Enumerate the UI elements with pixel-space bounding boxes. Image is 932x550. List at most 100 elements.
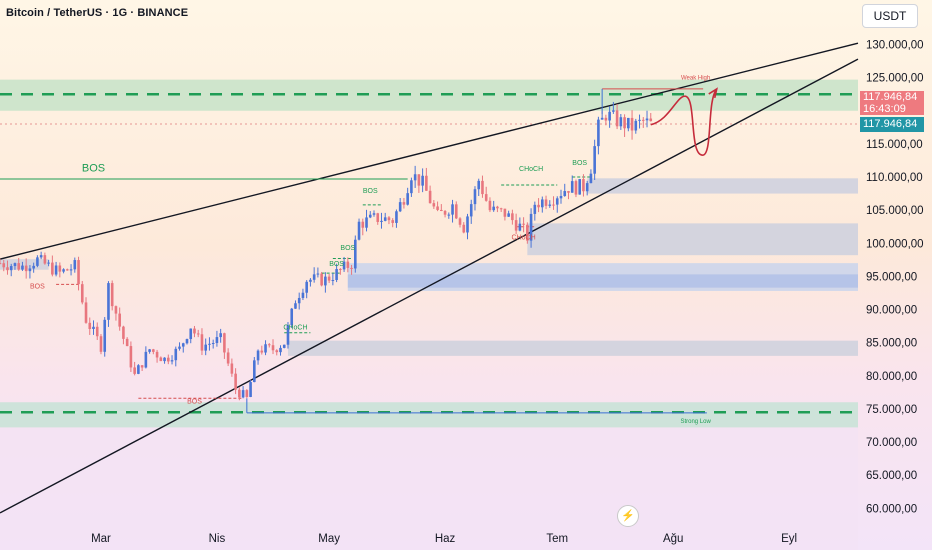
- candle-body-113: [421, 175, 424, 186]
- candle-body-94: [350, 267, 353, 269]
- candle-body-15: [54, 265, 58, 275]
- last-price-value: 117.946,84: [863, 91, 918, 103]
- candle-body-1: [2, 263, 6, 268]
- candle-body-167: [623, 117, 626, 129]
- candle-body-132: [492, 206, 495, 211]
- candle-body-174: [649, 118, 653, 122]
- candle-body-34: [125, 338, 129, 347]
- lightning-icon[interactable]: ⚡: [617, 505, 639, 527]
- candle-body-93: [346, 261, 350, 268]
- candle-body-149: [555, 198, 559, 205]
- lower-tint-zone: [0, 427, 858, 550]
- annotation-bos-5: BOS: [340, 245, 355, 252]
- candle-body-46: [170, 360, 174, 362]
- candle-body-11: [39, 255, 43, 258]
- candle-body-141: [526, 224, 529, 241]
- candle-body-114: [425, 175, 428, 191]
- candle-body-172: [641, 119, 645, 121]
- candle-body-148: [552, 204, 555, 206]
- candle-body-166: [619, 117, 623, 127]
- candle-body-129: [481, 180, 484, 195]
- candle-body-130: [484, 194, 488, 201]
- y-tick-label: 85.000,00: [866, 338, 917, 350]
- candle-body-103: [383, 217, 387, 221]
- candle-body-125: [466, 216, 469, 233]
- x-tick-label-may: May: [318, 533, 340, 545]
- annotation-weak-high-10: Weak High: [681, 76, 710, 82]
- candle-body-133: [496, 206, 499, 209]
- candle-body-50: [185, 339, 189, 344]
- candle-body-31: [114, 306, 118, 314]
- candle-body-138: [514, 220, 518, 231]
- candle-body-111: [413, 174, 417, 181]
- x-tick-label-haz: Haz: [435, 533, 456, 545]
- candle-body-155: [578, 179, 581, 195]
- candle-body-23: [84, 302, 88, 323]
- candle-body-135: [503, 208, 507, 217]
- candle-body-53: [196, 333, 200, 335]
- x-tick-label-mar: Mar: [91, 533, 111, 545]
- y-tick-label: 130.000,00: [866, 40, 924, 52]
- candle-body-33: [122, 326, 125, 339]
- candle-body-28: [103, 319, 107, 352]
- candle-body-154: [574, 181, 578, 195]
- demand-zone-3-core: [347, 274, 858, 288]
- annotation-bos-4: BOS: [329, 261, 344, 268]
- y-tick-label: 115.000,00: [866, 139, 923, 151]
- candle-body-69: [256, 350, 260, 361]
- currency-selector[interactable]: USDT: [862, 4, 918, 28]
- annotation-choch-7: CHoCH: [519, 166, 543, 173]
- candle-body-47: [174, 348, 178, 361]
- candle-body-83: [309, 279, 312, 282]
- candle-body-99: [368, 214, 372, 218]
- candle-body-116: [432, 203, 436, 207]
- candle-body-82: [305, 281, 308, 293]
- candle-body-81: [301, 292, 305, 298]
- candle-body-106: [395, 211, 398, 223]
- candle-body-108: [402, 202, 406, 205]
- candle-body-7: [24, 265, 28, 272]
- candle-body-21: [77, 260, 80, 285]
- y-tick-label: 105.000,00: [866, 205, 924, 217]
- candle-body-101: [376, 213, 380, 222]
- candle-body-76: [282, 344, 286, 348]
- annotation-bos-9: BOS: [572, 160, 587, 167]
- candle-body-4: [13, 263, 17, 267]
- candle-body-150: [559, 195, 563, 199]
- candle-body-27: [99, 336, 103, 352]
- candle-body-78: [290, 308, 294, 326]
- support-zone-bottom: [0, 402, 858, 428]
- candle-body-17: [62, 269, 65, 272]
- candle-body-120: [447, 214, 451, 216]
- candle-body-137: [511, 213, 514, 221]
- candle-body-3: [9, 266, 13, 271]
- candle-body-35: [129, 346, 133, 368]
- y-tick-label: 60.000,00: [866, 503, 917, 515]
- candle-body-19: [69, 269, 73, 271]
- candle-body-6: [21, 265, 24, 270]
- candle-body-58: [215, 337, 219, 344]
- candle-body-73: [271, 345, 275, 351]
- candle-body-29: [107, 283, 110, 320]
- candle-body-54: [200, 334, 204, 351]
- demand-zone-5: [0, 259, 49, 270]
- candle-body-40: [148, 349, 151, 352]
- candle-body-157: [585, 183, 589, 192]
- candle-body-86: [320, 273, 323, 286]
- x-tick-label-eyl: Eyl: [781, 533, 797, 545]
- candle-body-75: [279, 347, 282, 353]
- annotation-strong-low-11: Strong Low: [680, 419, 711, 425]
- candle-body-66: [245, 390, 249, 397]
- x-tick-label-tem: Tem: [546, 533, 568, 545]
- candle-body-68: [253, 360, 256, 383]
- candle-body-118: [440, 209, 443, 212]
- candle-body-151: [563, 191, 567, 196]
- annotation-bos-1: BOS: [30, 283, 45, 290]
- candle-body-169: [630, 117, 634, 131]
- candle-body-140: [522, 223, 525, 225]
- candle-body-32: [118, 313, 121, 327]
- demand-zone-2: [527, 223, 858, 256]
- candle-body-163: [608, 111, 611, 121]
